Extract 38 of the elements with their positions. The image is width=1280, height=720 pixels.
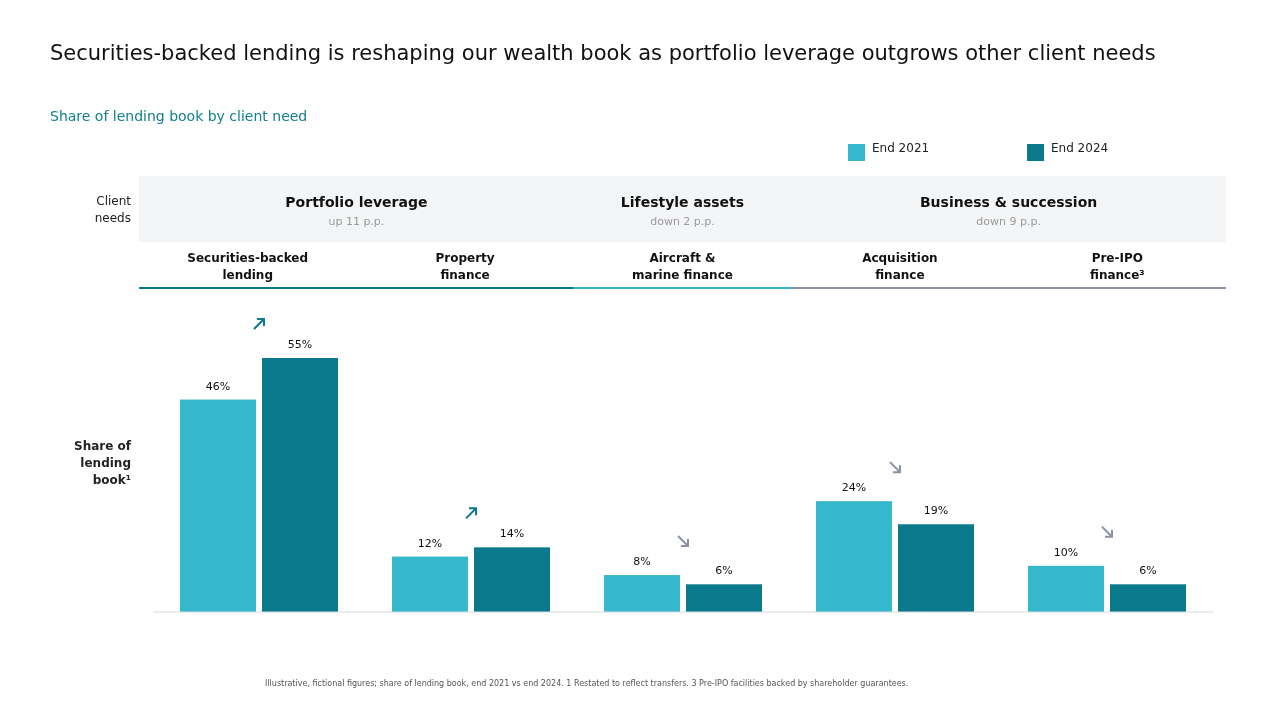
- x-tick-label: Securities-backed lending: [187, 251, 309, 282]
- data-label: 46%: [205, 379, 231, 393]
- legend-label: End 2021: [872, 141, 930, 155]
- bar: [180, 399, 256, 612]
- text: down 9 p.p.: [976, 215, 1041, 228]
- x-tick-label: Aircraft & marine finance: [632, 251, 733, 282]
- data-label: 55%: [287, 338, 313, 351]
- bar: [1028, 565, 1104, 612]
- data-label: 10%: [1053, 545, 1079, 559]
- bar: [816, 501, 892, 612]
- text: Business & succession: [919, 194, 1098, 210]
- x-tick-label: Pre-IPO finance³: [1090, 251, 1145, 282]
- data-label: 14%: [499, 527, 525, 541]
- data-label: 19%: [923, 504, 949, 518]
- text: Portfolio leverage: [285, 194, 428, 210]
- x-tick-label: Property finance: [435, 251, 495, 282]
- text: Lifestyle assets: [620, 194, 745, 210]
- bar: [474, 547, 550, 612]
- bar: [1110, 584, 1186, 612]
- text: Client needs: [94, 194, 132, 225]
- bar: [262, 358, 338, 612]
- text: up 11 p.p.: [328, 215, 385, 228]
- data-label: 24%: [841, 481, 867, 495]
- x-tick-label: Acquisition finance: [862, 251, 938, 282]
- y-axis-title: Share of lending book¹: [74, 439, 132, 487]
- data-label: 6%: [715, 564, 733, 578]
- chart-subtitle: Share of lending book by client need: [50, 108, 308, 124]
- data-label: 12%: [417, 536, 443, 550]
- bar: [392, 556, 468, 612]
- bar: [898, 524, 974, 612]
- text: Illustrative, fictional figures; share of lending book, end 2021 vs end 2024. 1 Restated to reflect transfers. 3 Pre-IPO facilities backed by shareholder guarantees.: [265, 679, 909, 688]
- chart-title: Securities-backed lending is reshaping our wealth book as portfolio leverage outgrows other client needs: [50, 41, 1156, 65]
- legend-label: End 2024: [1051, 141, 1109, 155]
- bar: [686, 584, 762, 612]
- text: down 2 p.p.: [650, 215, 715, 228]
- data-label: 6%: [1139, 564, 1157, 578]
- data-label: 8%: [633, 555, 651, 569]
- bar: [604, 575, 680, 612]
